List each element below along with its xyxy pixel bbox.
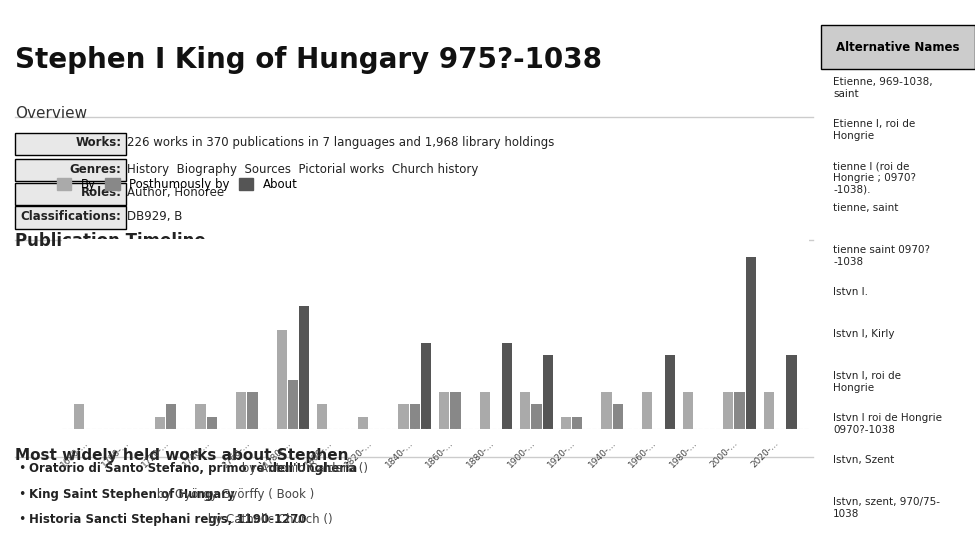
Bar xyxy=(299,306,309,429)
Bar xyxy=(734,392,745,429)
Bar xyxy=(502,343,513,429)
FancyBboxPatch shape xyxy=(821,25,975,69)
Text: DB929, B: DB929, B xyxy=(128,210,182,223)
Text: •: • xyxy=(19,488,25,502)
Bar xyxy=(561,417,571,429)
Text: Istvn I, Kirly: Istvn I, Kirly xyxy=(834,329,895,339)
FancyBboxPatch shape xyxy=(15,159,126,182)
Bar xyxy=(682,392,693,429)
Text: Overview: Overview xyxy=(15,106,87,121)
Bar xyxy=(288,379,298,429)
Bar xyxy=(155,417,165,429)
Bar xyxy=(543,355,553,429)
Text: Istvn, szent, 970/75-
1038: Istvn, szent, 970/75- 1038 xyxy=(834,497,940,519)
Bar xyxy=(531,404,542,429)
Text: Works:: Works: xyxy=(75,136,122,150)
Bar xyxy=(73,404,84,429)
Bar xyxy=(642,392,652,429)
Bar xyxy=(410,404,420,429)
Bar xyxy=(277,331,287,429)
Text: tienne I (roi de
Hongrie ; 0970?
-1038).: tienne I (roi de Hongrie ; 0970? -1038). xyxy=(834,161,916,195)
Text: Historia Sancti Stephani regis, 1190-1270: Historia Sancti Stephani regis, 1190-127… xyxy=(28,513,306,526)
Bar xyxy=(723,392,733,429)
Text: Etienne I, roi de
Hongrie: Etienne I, roi de Hongrie xyxy=(834,119,916,141)
Legend: By, Posthumously by, About: By, Posthumously by, About xyxy=(53,173,302,196)
Bar xyxy=(480,392,489,429)
Bar xyxy=(399,404,409,429)
Bar xyxy=(439,392,449,429)
Text: tienne saint 0970?
-1038: tienne saint 0970? -1038 xyxy=(834,245,930,267)
Text: Genres:: Genres: xyxy=(69,163,122,175)
Bar xyxy=(746,256,756,429)
FancyBboxPatch shape xyxy=(15,133,126,155)
Text: Stephen I King of Hungary 975?-1038: Stephen I King of Hungary 975?-1038 xyxy=(15,46,602,74)
Bar xyxy=(612,404,623,429)
Text: Roles:: Roles: xyxy=(81,186,122,199)
Bar xyxy=(787,355,797,429)
Text: tienne, saint: tienne, saint xyxy=(834,204,899,213)
Text: Most widely held works about Stephen: Most widely held works about Stephen xyxy=(15,448,348,463)
Text: Alternative Names: Alternative Names xyxy=(837,41,959,54)
Text: •: • xyxy=(19,462,25,475)
Text: by Catholic Church (): by Catholic Church () xyxy=(204,513,332,526)
Bar xyxy=(166,404,176,429)
Text: History  Biography  Sources  Pictorial works  Church history: History Biography Sources Pictorial work… xyxy=(128,163,479,175)
Text: by György Györffy ( Book ): by György Györffy ( Book ) xyxy=(152,488,314,502)
Bar xyxy=(358,417,368,429)
Bar xyxy=(763,392,774,429)
Bar xyxy=(602,392,611,429)
Bar xyxy=(207,417,216,429)
Bar xyxy=(421,343,431,429)
Bar xyxy=(450,392,460,429)
Bar xyxy=(195,404,206,429)
Text: •: • xyxy=(19,513,25,526)
Bar xyxy=(665,355,675,429)
Text: Classifications:: Classifications: xyxy=(20,210,122,223)
Bar xyxy=(520,392,530,429)
FancyBboxPatch shape xyxy=(15,206,126,229)
Bar xyxy=(572,417,582,429)
FancyBboxPatch shape xyxy=(15,183,126,205)
Text: Istvn I.: Istvn I. xyxy=(834,287,869,298)
Text: Istvn I roi de Hongrie
0970?-1038: Istvn I roi de Hongrie 0970?-1038 xyxy=(834,414,942,435)
Text: Publication Timeline: Publication Timeline xyxy=(15,232,206,250)
Bar xyxy=(236,392,246,429)
Text: 226 works in 370 publications in 7 languages and 1,968 library holdings: 226 works in 370 publications in 7 langu… xyxy=(128,136,555,150)
Text: by Antonio Caldara (): by Antonio Caldara () xyxy=(238,462,368,475)
Bar xyxy=(317,404,328,429)
Text: Oratorio di Santo Stefano, primo rè dell'Ungheria: Oratorio di Santo Stefano, primo rè dell… xyxy=(28,462,357,475)
Text: Istvn, Szent: Istvn, Szent xyxy=(834,455,894,465)
Text: Etienne, 969-1038,
saint: Etienne, 969-1038, saint xyxy=(834,77,933,99)
Text: Author, Honoree: Author, Honoree xyxy=(128,186,224,199)
Text: Istvn I, roi de
Hongrie: Istvn I, roi de Hongrie xyxy=(834,371,901,393)
Text: King Saint Stephen of Hungary: King Saint Stephen of Hungary xyxy=(28,488,234,502)
Bar xyxy=(248,392,257,429)
